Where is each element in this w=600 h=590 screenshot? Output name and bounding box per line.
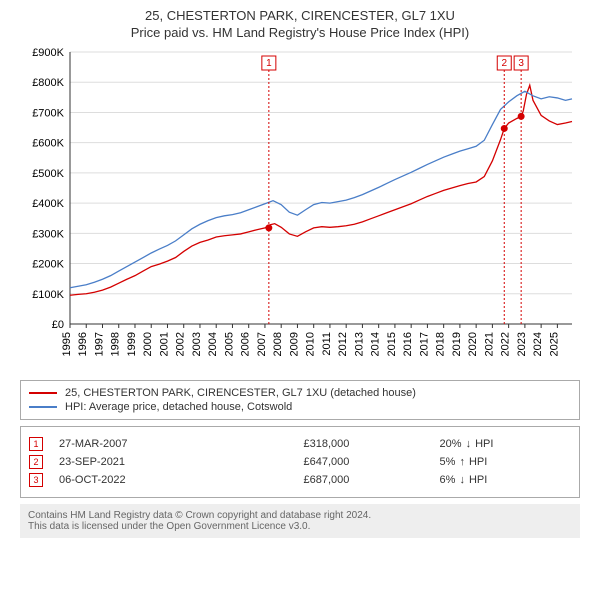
page-title: 25, CHESTERTON PARK, CIRENCESTER, GL7 1X…	[0, 8, 600, 23]
svg-text:2007: 2007	[256, 332, 268, 356]
svg-text:2016: 2016	[402, 332, 414, 356]
sale-hpi: 5% ↑ HPI	[440, 456, 571, 468]
sale-date: 27-MAR-2007	[59, 438, 297, 450]
svg-text:2001: 2001	[158, 332, 170, 356]
svg-text:£200K: £200K	[32, 259, 64, 271]
sale-date: 06-OCT-2022	[59, 474, 297, 486]
legend-swatch	[29, 406, 57, 408]
svg-text:2012: 2012	[337, 332, 349, 356]
svg-text:2: 2	[501, 58, 507, 69]
svg-text:1998: 1998	[110, 332, 122, 356]
svg-text:£600K: £600K	[32, 138, 64, 150]
svg-text:2023: 2023	[516, 332, 528, 356]
svg-text:2019: 2019	[451, 332, 463, 356]
sales-row: 1 27-MAR-2007 £318,000 20% ↓ HPI	[29, 437, 571, 451]
svg-text:2013: 2013	[353, 332, 365, 356]
svg-text:1995: 1995	[61, 332, 73, 356]
legend-item: 25, CHESTERTON PARK, CIRENCESTER, GL7 1X…	[29, 387, 571, 399]
svg-text:2017: 2017	[418, 332, 430, 356]
sales-table: 1 27-MAR-2007 £318,000 20% ↓ HPI 2 23-SEP-202…	[20, 426, 580, 498]
legend-item: HPI: Average price, detached house, Cots…	[29, 401, 571, 413]
svg-text:£800K: £800K	[32, 77, 64, 89]
page-subtitle: Price paid vs. HM Land Registry's House …	[0, 25, 600, 40]
svg-text:£500K: £500K	[32, 168, 64, 180]
svg-text:2024: 2024	[532, 332, 544, 356]
svg-text:£400K: £400K	[32, 198, 64, 210]
svg-text:1996: 1996	[77, 332, 89, 356]
svg-text:2002: 2002	[175, 332, 187, 356]
svg-text:3: 3	[518, 58, 524, 69]
svg-text:2014: 2014	[370, 332, 382, 356]
legend-swatch	[29, 392, 57, 394]
svg-text:1997: 1997	[93, 332, 105, 356]
svg-text:2004: 2004	[207, 332, 219, 356]
svg-text:2025: 2025	[548, 332, 560, 356]
svg-text:2015: 2015	[386, 332, 398, 356]
sale-marker-box: 2	[29, 455, 43, 469]
chart-legend: 25, CHESTERTON PARK, CIRENCESTER, GL7 1X…	[20, 380, 580, 420]
sales-row: 3 06-OCT-2022 £687,000 6% ↓ HPI	[29, 473, 571, 487]
svg-text:£300K: £300K	[32, 228, 64, 240]
svg-text:2006: 2006	[240, 332, 252, 356]
price-chart: £0 £100K £200K £300K £400K £500K £600K £700K £80…	[20, 46, 580, 376]
svg-text:£900K: £900K	[32, 47, 64, 59]
svg-text:£0: £0	[52, 319, 64, 331]
svg-text:2021: 2021	[483, 332, 495, 356]
svg-text:2008: 2008	[272, 332, 284, 356]
sale-price: £647,000	[303, 456, 433, 468]
svg-text:£100K: £100K	[32, 289, 64, 301]
arrow-down-icon: ↓	[459, 474, 465, 486]
svg-text:2011: 2011	[321, 332, 333, 356]
sale-date: 23-SEP-2021	[59, 456, 297, 468]
sale-marker-box: 1	[29, 437, 43, 451]
attribution-footer: Contains HM Land Registry data © Crown c…	[20, 504, 580, 538]
footer-line: This data is licensed under the Open Gov…	[28, 521, 572, 532]
svg-text:2010: 2010	[305, 332, 317, 356]
svg-text:1999: 1999	[126, 332, 138, 356]
svg-text:2000: 2000	[142, 332, 154, 356]
sale-marker-box: 3	[29, 473, 43, 487]
svg-text:1: 1	[266, 58, 272, 69]
arrow-down-icon: ↓	[466, 438, 472, 450]
arrow-up-icon: ↑	[459, 456, 465, 468]
legend-label: 25, CHESTERTON PARK, CIRENCESTER, GL7 1X…	[65, 387, 416, 399]
svg-text:2005: 2005	[223, 332, 235, 356]
footer-line: Contains HM Land Registry data © Crown c…	[28, 510, 572, 521]
legend-label: HPI: Average price, detached house, Cots…	[65, 401, 292, 413]
svg-text:2020: 2020	[467, 332, 479, 356]
svg-text:£700K: £700K	[32, 107, 64, 119]
sale-price: £687,000	[303, 474, 433, 486]
svg-text:2003: 2003	[191, 332, 203, 356]
sale-hpi: 20% ↓ HPI	[440, 438, 571, 450]
svg-text:2022: 2022	[500, 332, 512, 356]
svg-text:2009: 2009	[288, 332, 300, 356]
sales-row: 2 23-SEP-2021 £647,000 5% ↑ HPI	[29, 455, 571, 469]
sale-hpi: 6% ↓ HPI	[440, 474, 571, 486]
sale-price: £318,000	[303, 438, 433, 450]
svg-text:2018: 2018	[435, 332, 447, 356]
